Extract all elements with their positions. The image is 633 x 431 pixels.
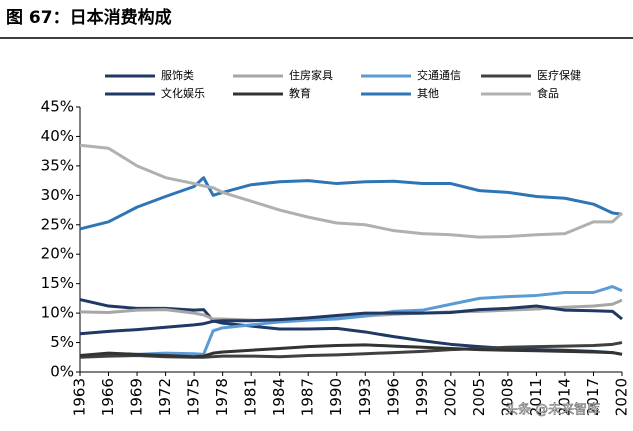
x-tick-label: 1978 xyxy=(213,378,231,416)
x-tick-label: 1963 xyxy=(71,378,89,416)
y-tick-label: 30% xyxy=(41,186,74,204)
y-tick-label: 10% xyxy=(41,304,74,322)
x-tick-label: 2017 xyxy=(584,378,602,416)
legend-label: 医疗保健 xyxy=(537,68,581,82)
x-tick-label: 1981 xyxy=(242,378,260,416)
x-tick-label: 1969 xyxy=(128,378,146,416)
series-line xyxy=(79,285,623,359)
series-line xyxy=(79,176,623,231)
x-tick-label: 2020 xyxy=(613,378,631,416)
x-tick-label: 1975 xyxy=(185,378,203,416)
legend-label: 交通通信 xyxy=(417,68,461,82)
legend-label: 服饰类 xyxy=(161,68,194,82)
x-tick-label: 1984 xyxy=(270,378,288,416)
y-tick-label: 20% xyxy=(41,245,74,263)
legend-label: 食品 xyxy=(537,86,559,100)
watermark: 头条 @未来智库 xyxy=(505,402,600,418)
legend-label: 文化娱乐 xyxy=(161,86,205,100)
series-line xyxy=(79,143,624,239)
chart-title: 图 67：日本消费构成 xyxy=(6,7,172,28)
x-tick-label: 1999 xyxy=(413,378,431,416)
legend-label: 其他 xyxy=(417,87,439,100)
x-tick-label: 1966 xyxy=(99,378,117,416)
legend-label: 住房家具 xyxy=(289,68,333,82)
x-tick-label: 2005 xyxy=(470,378,488,416)
y-tick-label: 35% xyxy=(41,156,74,174)
x-tick-label: 2011 xyxy=(527,378,545,416)
x-tick-label: 1972 xyxy=(156,378,174,416)
x-tick-label: 1993 xyxy=(356,378,374,416)
x-tick-label: 1987 xyxy=(299,378,317,416)
series-line xyxy=(79,343,623,359)
series-line xyxy=(79,304,623,336)
y-tick-label: 40% xyxy=(41,127,74,145)
y-tick-label: 15% xyxy=(41,274,74,292)
y-tick-label: 0% xyxy=(50,363,74,381)
y-tick-label: 25% xyxy=(41,215,74,233)
x-tick-label: 2002 xyxy=(441,378,459,416)
y-tick-label: 5% xyxy=(50,333,74,351)
x-tick-label: 2014 xyxy=(555,378,573,416)
y-tick-label: 45% xyxy=(41,98,74,116)
x-tick-label: 1990 xyxy=(327,378,345,416)
legend-label: 教育 xyxy=(289,86,311,100)
x-tick-label: 1996 xyxy=(384,378,402,416)
x-tick-label: 2008 xyxy=(498,378,516,416)
